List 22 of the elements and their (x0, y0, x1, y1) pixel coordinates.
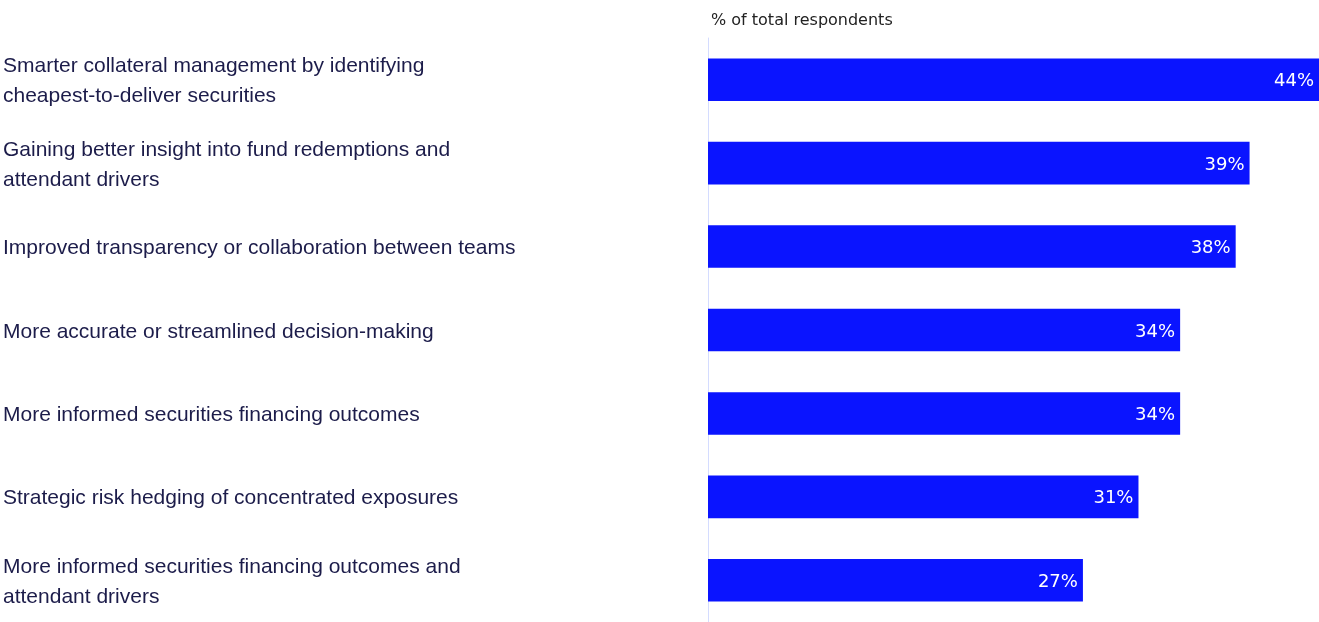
bar (708, 475, 1139, 519)
bar (708, 141, 1250, 185)
y-tick-label: More informed securities financing outcomes and attendant drivers (3, 553, 467, 607)
y-tick-label: Gaining better insight into fund redemptions and attendant drivers (3, 136, 456, 190)
data-label: 34% (1135, 319, 1176, 341)
bar (708, 308, 1181, 352)
data-label: 31% (1093, 486, 1134, 508)
bar (708, 225, 1236, 268)
data-label: 39% (1204, 152, 1245, 174)
bar (708, 559, 1083, 602)
y-tick-label: Strategic risk hedging of concentrated exposures (3, 485, 459, 509)
data-label: 34% (1135, 402, 1176, 424)
chart-title: % of total respondents (711, 9, 893, 29)
data-label: 38% (1190, 236, 1231, 258)
data-label: 27% (1037, 569, 1078, 591)
bar (708, 392, 1181, 435)
data-label: 44% (1273, 69, 1314, 91)
y-tick-label: More accurate or streamlined decision-making (3, 318, 434, 342)
y-tick-label: Smarter collateral management by identifying cheapest-to-deliver securities (3, 53, 431, 107)
bar (708, 58, 1319, 101)
y-tick-label: More informed securities financing outcomes (3, 401, 420, 425)
y-tick-label: Improved transparency or collaboration between teams (3, 235, 516, 259)
